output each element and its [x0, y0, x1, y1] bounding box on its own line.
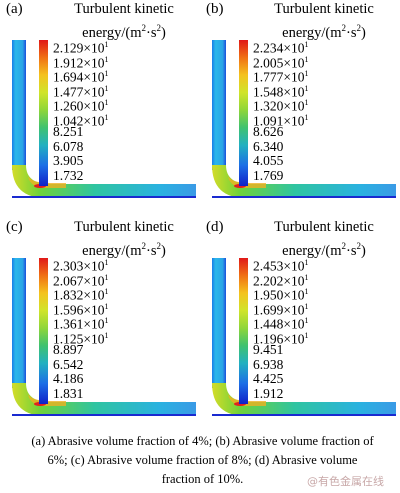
- title-line-2: energy/(m2·s2): [82, 23, 166, 41]
- tick-label: 1.042×101: [53, 112, 109, 128]
- colorbar-ticks: 2.129×101 1.912×101 1.694×101 1.477×101 …: [53, 38, 163, 183]
- colorbar-ticks: 2.303×101 2.067×101 1.832×101 1.596×101 …: [53, 256, 163, 401]
- title-line-2: energy/(m2·s2): [82, 241, 166, 259]
- tick-label: 1.125×101: [53, 330, 109, 346]
- tick-label: 8.626: [253, 124, 284, 139]
- title-line-1: Turbulent kinetic: [274, 1, 374, 17]
- contour-panel-b: (b) Turbulent kinetic energy/(m2·s2) 2.2…: [206, 0, 396, 205]
- tick-label: 2.303×101: [53, 258, 109, 274]
- pipe-contour-plot: [212, 40, 396, 198]
- contour-panel-a: (a) Turbulent kinetic energy/(m2·s2) 2.1…: [6, 0, 196, 205]
- contour-panel-c: (c) Turbulent kinetic energy/(m2·s2) 2.3…: [6, 218, 196, 423]
- title-line-2: energy/(m2·s2): [282, 241, 366, 259]
- panel-label: (a): [6, 1, 23, 17]
- tick-label: 1.912: [253, 385, 284, 401]
- tick-label: 2.453×101: [253, 258, 309, 274]
- watermark: @有色金属在线: [307, 475, 384, 488]
- colorbar-ticks: 2.453×101 2.202×101 1.950×101 1.699×101 …: [253, 256, 363, 401]
- tick-label: 1.196×101: [253, 330, 309, 346]
- pipe-contour-plot: [212, 258, 396, 416]
- panel-label: (c): [6, 219, 23, 235]
- colorbar-title: Turbulent kinetic energy/(m2·s2): [54, 218, 194, 261]
- tick-label: 1.831: [53, 385, 84, 401]
- figure-caption: (a) Abrasive volume fraction of 4%; (b) …: [31, 434, 374, 486]
- panel-label: (b): [206, 1, 224, 17]
- tick-label: 1.361×101: [53, 316, 109, 332]
- tick-label: 6.078: [53, 138, 84, 154]
- tick-label: 1.732: [53, 167, 84, 183]
- colorbar-title: Turbulent kinetic energy/(m2·s2): [54, 0, 194, 43]
- tick-label: 1.091×101: [253, 112, 309, 128]
- tick-label: 8.897: [53, 342, 84, 357]
- colorbar: [39, 258, 48, 404]
- tick-label: 1.596×101: [53, 301, 109, 317]
- tick-label: 1.912×101: [53, 54, 109, 70]
- tick-label: 2.067×101: [53, 272, 109, 288]
- tick-label: 8.251: [53, 124, 84, 139]
- tick-label: 6.340: [253, 138, 284, 154]
- tick-label: 4.425: [253, 371, 284, 386]
- colorbar: [239, 258, 248, 404]
- tick-label: 1.832×101: [53, 287, 109, 303]
- tick-label: 1.950×101: [253, 287, 309, 303]
- tick-label: 1.694×101: [53, 69, 109, 85]
- colorbar-ticks: 2.234×101 2.005×101 1.777×101 1.548×101 …: [253, 38, 363, 183]
- title-line-1: Turbulent kinetic: [274, 219, 374, 235]
- colorbar-title: Turbulent kinetic energy/(m2·s2): [254, 0, 394, 43]
- tick-label: 1.448×101: [253, 316, 309, 332]
- tick-label: 1.548×101: [253, 83, 309, 99]
- colorbar: [39, 40, 48, 186]
- tick-label: 2.234×101: [253, 40, 309, 56]
- panel-label: (d): [206, 219, 224, 235]
- pipe-contour-plot: [12, 40, 196, 198]
- tick-label: 1.477×101: [53, 83, 109, 99]
- tick-label: 1.769: [253, 167, 284, 183]
- pipe-contour-plot: [12, 258, 196, 416]
- tick-label: 1.260×101: [53, 98, 109, 114]
- tick-label: 6.542: [53, 356, 84, 372]
- colorbar: [239, 40, 248, 186]
- tick-label: 1.777×101: [253, 69, 309, 85]
- title-line-2: energy/(m2·s2): [282, 23, 366, 41]
- tick-label: 3.905: [53, 153, 84, 168]
- tick-label: 2.129×101: [53, 40, 109, 56]
- contour-panel-d: (d) Turbulent kinetic energy/(m2·s2) 2.4…: [206, 218, 396, 423]
- tick-label: 1.699×101: [253, 301, 309, 317]
- title-line-1: Turbulent kinetic: [74, 1, 174, 17]
- tick-label: 2.005×101: [253, 54, 309, 70]
- tick-label: 4.055: [253, 153, 284, 168]
- colorbar-title: Turbulent kinetic energy/(m2·s2): [254, 218, 394, 261]
- tick-label: 1.320×101: [253, 98, 309, 114]
- tick-label: 4.186: [53, 371, 84, 386]
- tick-label: 9.451: [253, 342, 284, 357]
- tick-label: 2.202×101: [253, 272, 309, 288]
- tick-label: 6.938: [253, 356, 284, 372]
- title-line-1: Turbulent kinetic: [74, 219, 174, 235]
